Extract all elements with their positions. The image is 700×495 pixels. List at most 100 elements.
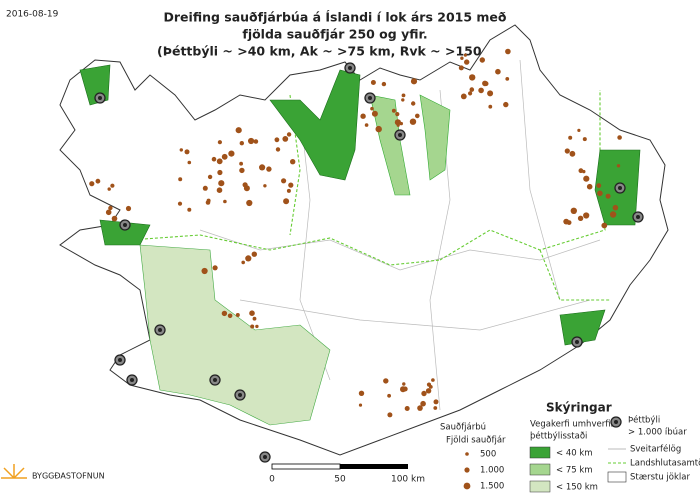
- farm-dot: [263, 184, 267, 188]
- farm-dot: [458, 65, 464, 71]
- shape: [3, 467, 15, 479]
- farm-dot: [375, 125, 382, 133]
- farm-dot: [578, 168, 584, 174]
- town: [119, 219, 131, 231]
- farm-dot: [383, 378, 389, 384]
- shape: [529, 463, 551, 476]
- farm-dot: [178, 177, 183, 182]
- farm-dot: [460, 93, 467, 100]
- farm-dot: [387, 412, 393, 418]
- farm-dot: [360, 113, 366, 119]
- farm-dot: [402, 382, 406, 386]
- farm-dot: [417, 405, 423, 411]
- farm-dot: [110, 183, 115, 188]
- farm-dots: [89, 48, 622, 418]
- shape: [439, 90, 606, 261]
- scale-label: 100 km: [391, 475, 425, 485]
- legend-text: 1.500: [480, 482, 504, 492]
- legend-text: Vegakerfi umhverfis: [530, 420, 616, 430]
- farm-dot: [184, 149, 190, 155]
- scale-label: 50: [334, 475, 346, 485]
- shape: [465, 452, 469, 456]
- farm-dot: [404, 406, 410, 411]
- farm-dot: [395, 112, 400, 117]
- town-center: [123, 223, 127, 227]
- farm-dot: [616, 164, 621, 168]
- farm-dot: [577, 215, 584, 221]
- farm-dot: [487, 90, 494, 97]
- scale-bar: 0 50 100 km: [269, 463, 425, 485]
- farm-dot: [609, 211, 617, 218]
- farm-dot: [433, 406, 438, 410]
- farm-dot: [89, 181, 95, 187]
- farm-dot: [583, 212, 590, 219]
- town-center: [158, 328, 162, 332]
- farm-dot: [235, 313, 240, 317]
- farm-dot: [617, 135, 622, 140]
- town-center: [263, 455, 267, 459]
- farm-dot: [401, 93, 406, 98]
- farm-dot: [409, 118, 417, 125]
- farm-dot: [243, 185, 250, 192]
- shape: [369, 94, 411, 196]
- road-zone-150: [139, 244, 331, 426]
- town: [126, 374, 138, 386]
- farm-dot: [218, 180, 225, 187]
- shape: [199, 229, 601, 271]
- town: [209, 374, 221, 386]
- farm-dot: [216, 187, 223, 193]
- farm-dot: [95, 178, 101, 184]
- town: [344, 62, 356, 74]
- title-line: (Þéttbýli ~ >40 km, Ak ~ >75 km, Rvk ~ >…: [157, 44, 513, 59]
- farm-dot: [274, 137, 280, 143]
- farm-dot: [564, 148, 570, 154]
- farm-dot: [239, 167, 245, 174]
- farm-dot: [503, 101, 509, 108]
- town: [364, 92, 376, 104]
- farm-dot: [179, 148, 183, 152]
- shape: [239, 299, 591, 331]
- farm-dot: [371, 110, 378, 117]
- farm-dot: [255, 324, 259, 329]
- town: [632, 211, 644, 223]
- farm-dot: [469, 87, 475, 92]
- legend-text: < 150 km: [556, 483, 598, 493]
- farm-dot: [108, 205, 113, 211]
- farm-dot: [239, 141, 244, 146]
- farm-dot: [401, 98, 405, 102]
- farm-dot: [290, 159, 296, 165]
- farm-dot: [235, 127, 242, 134]
- shape: [419, 94, 451, 181]
- farm-dot: [249, 310, 255, 317]
- farm-dot: [246, 199, 253, 207]
- farm-dot: [505, 77, 510, 81]
- farm-dot: [483, 81, 489, 87]
- town-center: [398, 133, 402, 137]
- shape: [559, 309, 606, 346]
- iceland-outline: [59, 24, 669, 456]
- farm-dot: [577, 128, 581, 132]
- scale-label: 0: [269, 475, 275, 485]
- farm-dot: [433, 399, 439, 405]
- farm-dot: [425, 388, 432, 394]
- farm-dot: [201, 267, 208, 275]
- road-zone-75: [369, 94, 451, 196]
- farm-dot: [358, 403, 363, 407]
- farm-dot: [601, 222, 608, 229]
- farm-dot: [282, 136, 289, 142]
- farm-dot: [217, 140, 222, 145]
- farm-dot: [488, 104, 493, 109]
- farm-dot: [464, 59, 470, 65]
- farm-dot: [479, 57, 485, 63]
- farm-dot: [468, 91, 473, 96]
- town-center: [118, 358, 122, 362]
- farm-dot: [370, 80, 376, 85]
- legend-heading: Skýringar: [546, 401, 612, 415]
- legend-text: Sveitarfélög: [630, 444, 681, 455]
- town: [394, 129, 406, 141]
- town: [614, 182, 626, 194]
- farm-dot: [217, 169, 223, 176]
- logo: BYGGÐASTOFNUN: [1, 464, 105, 481]
- legend-text: Sauðfjárbú: [440, 423, 486, 433]
